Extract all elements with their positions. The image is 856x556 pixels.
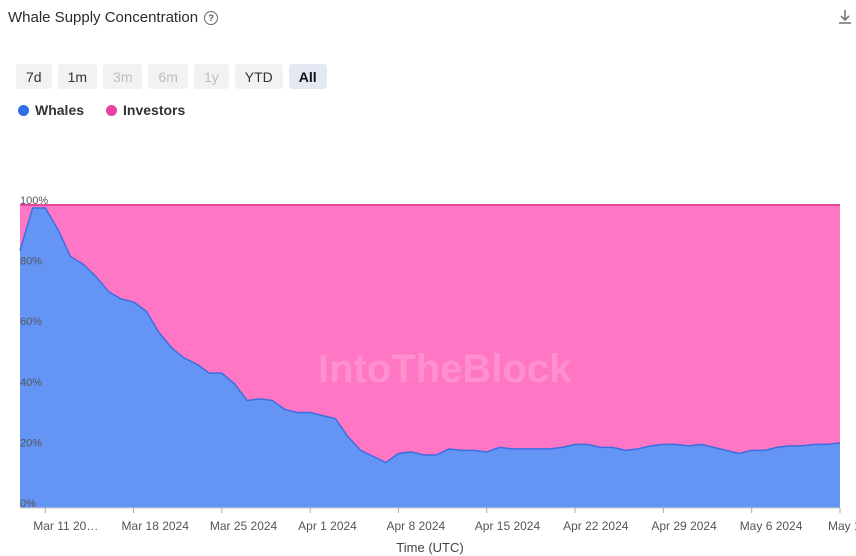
legend-label: Investors [123, 102, 186, 118]
range-button-all[interactable]: All [288, 64, 327, 89]
x-tick-label: May 13 2… [828, 519, 856, 533]
legend-dot [106, 104, 118, 116]
investors-area [20, 205, 840, 463]
x-tick-label: Apr 1 2024 [298, 519, 357, 533]
y-tick-label: 20% [20, 437, 42, 449]
y-tick-label: 0% [20, 498, 36, 510]
legend-label: Whales [35, 102, 85, 118]
chart-title-row: Whale Supply Concentration ? [8, 9, 219, 26]
x-tick-label: Apr 29 2024 [651, 519, 717, 533]
download-icon[interactable] [836, 8, 854, 26]
y-axis-labels: 0% 20% 40% 60% 80% 100% [20, 195, 48, 510]
legend-dot [18, 104, 29, 116]
chart-title: Whale Supply Concentration [8, 9, 199, 26]
x-tick-label: May 6 2024 [740, 519, 803, 533]
whales-line [19, 207, 841, 464]
chart-legend: Whales Investors [18, 102, 185, 118]
range-button-1y[interactable]: 1y [193, 64, 229, 89]
y-tick-label: 40% [20, 377, 42, 389]
x-tick-label: Mar 25 2024 [210, 519, 278, 533]
y-tick-label: 100% [20, 195, 48, 207]
legend-item-whales[interactable]: Whales [18, 102, 84, 118]
question-circle-icon[interactable]: ? [204, 10, 219, 25]
x-axis-title: Time (UTC) [396, 540, 463, 555]
range-button-1m[interactable]: 1m [57, 64, 98, 89]
x-tick-label: Mar 11 20… [33, 519, 98, 533]
y-tick-label: 80% [20, 256, 42, 268]
range-button-ytd[interactable]: YTD [234, 64, 283, 89]
x-tick-label: Apr 22 2024 [563, 519, 629, 533]
x-axis: Mar 11 20… Mar 18 2024 Mar 25 2024 Apr 1 20… [20, 507, 856, 555]
whales-area [20, 208, 840, 508]
range-button-6m[interactable]: 6m [148, 64, 188, 89]
y-tick-label: 60% [20, 316, 42, 328]
x-tick-label: Apr 8 2024 [386, 519, 445, 533]
x-tick-label: Mar 18 2024 [122, 519, 190, 533]
legend-item-investors[interactable]: Investors [106, 102, 185, 118]
range-button-7d[interactable]: 7d [16, 64, 52, 89]
x-tick-label: Apr 15 2024 [475, 519, 541, 533]
watermark-text: IntoTheBlock [318, 347, 572, 391]
time-range-selector: 7d 1m 3m 6m 1y YTD All [16, 64, 327, 89]
chart-areas [19, 204, 841, 508]
range-button-3m[interactable]: 3m [103, 64, 143, 89]
